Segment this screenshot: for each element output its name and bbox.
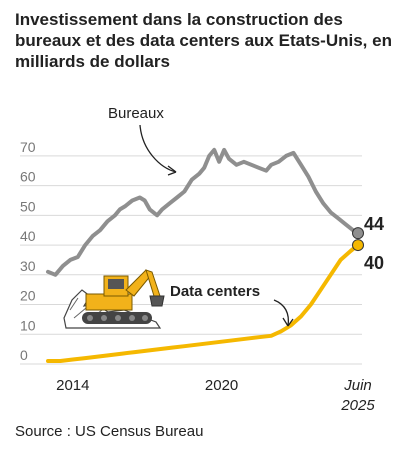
y-tick-label: 20 [20,288,36,304]
series-lines [46,147,360,363]
x-tick-label: Juin [343,377,372,394]
y-tick-label: 0 [20,347,28,363]
end-marker-bureaux [352,227,364,240]
y-tick-label: 10 [20,317,36,333]
chart-title-bold: Investissement dans la construction [15,10,309,29]
excavator-bucket [149,295,165,307]
excavator-illustration [63,269,165,329]
series-line-data-centers [46,243,360,363]
label-bureaux: Bureaux [108,105,164,122]
end-markers: 44 40 [352,214,384,273]
end-marker-data-centers [352,239,364,252]
y-tick-label: 30 [20,258,36,274]
y-tick-label: 60 [20,169,36,185]
series-line-bureaux [46,147,360,277]
end-value-bureaux: 44 [364,214,384,234]
arrow-data-centers [273,299,290,327]
x-tick-label: 2020 [205,377,238,394]
y-tick-label: 40 [20,228,36,244]
source-note: Source : US Census Bureau [15,423,204,440]
arrowhead-data-centers [282,317,294,327]
chart: 0 10 20 30 40 50 60 70 2014 2020 Juin 2025 44 40 Bu… [20,105,384,414]
arrow-bureaux [139,124,177,173]
x-tick-label-year: 2025 [340,397,375,414]
arrowhead-bureaux [167,165,177,176]
x-axis-ticks: 2014 2020 Juin 2025 [56,377,375,414]
chart-title: Investissement dans la construction des … [15,9,395,72]
y-tick-label: 50 [20,198,36,214]
label-data-centers: Data centers [170,283,260,300]
x-tick-label: 2014 [56,377,89,394]
y-axis-ticks: 0 10 20 30 40 50 60 70 [20,139,36,363]
grid [20,155,362,365]
excavator-arm [145,269,161,297]
end-value-data-centers: 40 [364,253,384,273]
chart-title-rest: des bureaux et des data centers aux Etat… [15,10,392,71]
y-tick-label: 70 [20,139,36,155]
